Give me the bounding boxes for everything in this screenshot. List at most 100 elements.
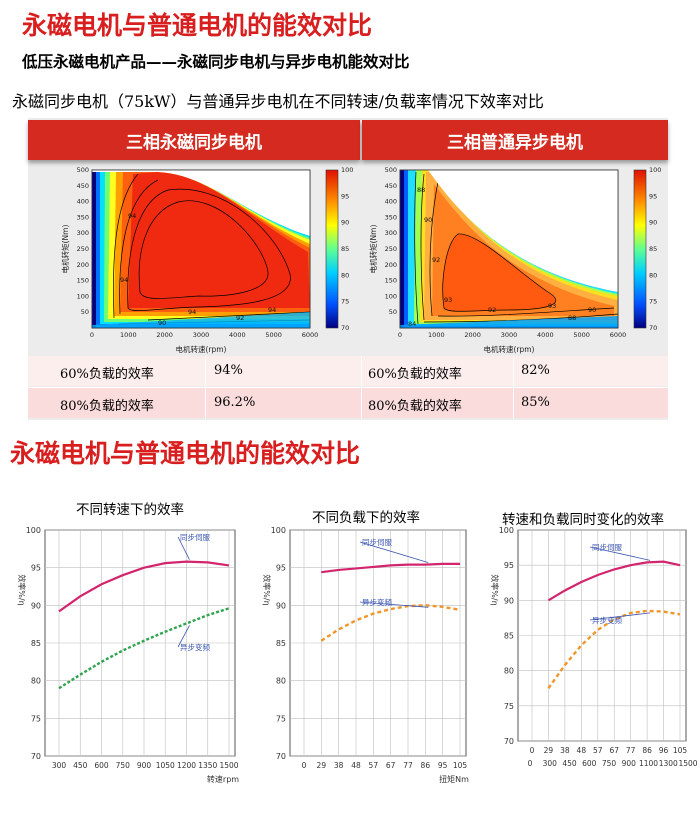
ytick-label: 95 xyxy=(504,561,514,570)
ytick-label: 85 xyxy=(276,639,286,648)
ytick-label: 85 xyxy=(31,639,41,648)
as-ytick: 500 xyxy=(385,166,397,174)
ytick-label: 90 xyxy=(276,601,286,610)
async-contour-label-3: 92 xyxy=(432,256,440,264)
chart-speed-title: 不同转速下的效率 xyxy=(76,502,184,518)
ytick-label: 100 xyxy=(271,526,286,535)
pm-ytick: 400 xyxy=(77,198,89,206)
as-xtick: 2000 xyxy=(464,331,481,339)
legend-sync: 同步伺服 xyxy=(592,542,622,552)
async-row1-value: 82% xyxy=(521,363,550,378)
async-contour-label-6: 93 xyxy=(548,302,556,310)
as-cbtick: 90 xyxy=(649,219,657,227)
xtick-label-bottom: 750 xyxy=(602,759,617,768)
as-ytick: 50 xyxy=(389,308,397,316)
as-xtick: 0 xyxy=(398,331,402,339)
pm-cbtick: 85 xyxy=(341,245,349,253)
xtick-label-top: 0 xyxy=(530,746,535,755)
series-line-async xyxy=(547,609,681,689)
as-xtick: 6000 xyxy=(610,331,627,339)
async-contour-label-8: 88 xyxy=(568,314,576,322)
ylabel: 效率%/η xyxy=(262,574,272,605)
async-row2-label: 80%负载的效率 xyxy=(368,399,462,414)
xtick-label-top: 29 xyxy=(544,746,554,755)
ytick-label: 70 xyxy=(31,752,41,761)
legend-async: 异步变频 xyxy=(180,642,210,652)
async-contour-label-7: 90 xyxy=(588,306,596,314)
xtick-label-top: 67 xyxy=(609,746,619,755)
xtick-label: 600 xyxy=(94,761,109,770)
async-row2-value: 85% xyxy=(521,395,550,410)
xtick-label: 750 xyxy=(116,761,131,770)
series-line-sync xyxy=(58,560,230,613)
as-xtick: 4000 xyxy=(537,331,554,339)
xtick-label: 900 xyxy=(137,761,152,770)
xtick-label: 67 xyxy=(386,761,396,770)
pm-contour-label-3: 94 xyxy=(188,308,196,316)
xtick-label-bottom: 1300 xyxy=(659,759,678,768)
async-row1-label: 60%负载的效率 xyxy=(368,367,462,382)
pm-ytick: 500 xyxy=(77,166,89,174)
pm-xtick: 5000 xyxy=(265,331,282,339)
ytick-label: 95 xyxy=(276,564,286,573)
xtick-label: 86 xyxy=(421,761,431,770)
ytick-label: 75 xyxy=(504,702,514,711)
series-line-sync xyxy=(547,560,681,602)
xtick-label: 300 xyxy=(52,761,67,770)
xtick-label-top: 48 xyxy=(577,746,587,755)
xtick-label-top: 57 xyxy=(593,746,603,755)
legend-async: 异步变频 xyxy=(362,597,392,607)
xtick-label: 1350 xyxy=(198,761,217,770)
as-cbtick: 85 xyxy=(649,245,657,253)
section1-subtitle: 低压永磁电机产品——永磁同步电机与异步电机能效对比 xyxy=(22,53,410,71)
as-ytick: 150 xyxy=(385,277,397,285)
async-map-ylabel: 电机转矩(Nm) xyxy=(368,225,378,274)
as-cbtick: 75 xyxy=(649,298,657,306)
as-xtick: 1000 xyxy=(428,331,445,339)
series-line-async xyxy=(58,607,230,690)
xtick-label-bottom: 300 xyxy=(543,759,558,768)
ylabel: 效率%/η xyxy=(17,574,27,605)
async-colorbar xyxy=(633,169,647,329)
xtick-label-bottom: 1500 xyxy=(678,759,697,768)
section1-description: 永磁同步电机（75kW）与普通异步电机在不同转速/负载率情况下效率对比 xyxy=(12,92,544,111)
ytick-label: 85 xyxy=(504,632,514,641)
xtick-label: 1200 xyxy=(177,761,196,770)
pm-xtick: 0 xyxy=(90,331,94,339)
pm-cbtick: 70 xyxy=(341,324,349,332)
pm-map-xlabel: 电机转速(rpm) xyxy=(175,344,226,354)
xtick-label: 95 xyxy=(438,761,448,770)
pm-xtick: 6000 xyxy=(302,331,319,339)
xlabel: 转速rpm xyxy=(207,774,239,784)
table-row-60 xyxy=(28,356,668,386)
xtick-label: 48 xyxy=(351,761,361,770)
ytick-label: 100 xyxy=(26,526,41,535)
as-cbtick: 70 xyxy=(649,324,657,332)
as-xtick: 3000 xyxy=(501,331,518,339)
async-contour-label-1: 88 xyxy=(417,186,425,194)
chart-combined: 70 75 80 85 90 95 100 效率%/η 0 29 38 48 57 67 77 86 96 105… xyxy=(490,526,698,768)
pm-row1-label: 60%负载的效率 xyxy=(60,367,154,382)
pm-ytick: 100 xyxy=(77,292,89,300)
xtick-label: 105 xyxy=(453,761,468,770)
pm-ytick: 450 xyxy=(77,182,89,190)
async-contour-label-4: 93 xyxy=(444,296,452,304)
xtick-label: 29 xyxy=(317,761,327,770)
pm-colorbar xyxy=(325,169,339,329)
pm-ytick: 50 xyxy=(81,308,89,316)
pm-xtick: 3000 xyxy=(193,331,210,339)
pm-cbtick: 75 xyxy=(341,298,349,306)
xtick-label-bottom: 600 xyxy=(582,759,597,768)
xlabel: 扭矩Nm xyxy=(439,774,469,784)
ytick-label: 80 xyxy=(31,677,41,686)
pm-contour-label-2: 94 xyxy=(120,276,128,284)
as-ytick: 350 xyxy=(385,213,397,221)
series-line-sync xyxy=(321,562,460,574)
xtick-label: 450 xyxy=(73,761,88,770)
xtick-label-bottom: 1100 xyxy=(639,759,658,768)
xtick-label-bottom: 900 xyxy=(622,759,637,768)
table-row-80 xyxy=(28,388,668,418)
pm-ytick: 250 xyxy=(77,245,89,253)
chart-load-title: 不同负载下的效率 xyxy=(312,510,420,526)
